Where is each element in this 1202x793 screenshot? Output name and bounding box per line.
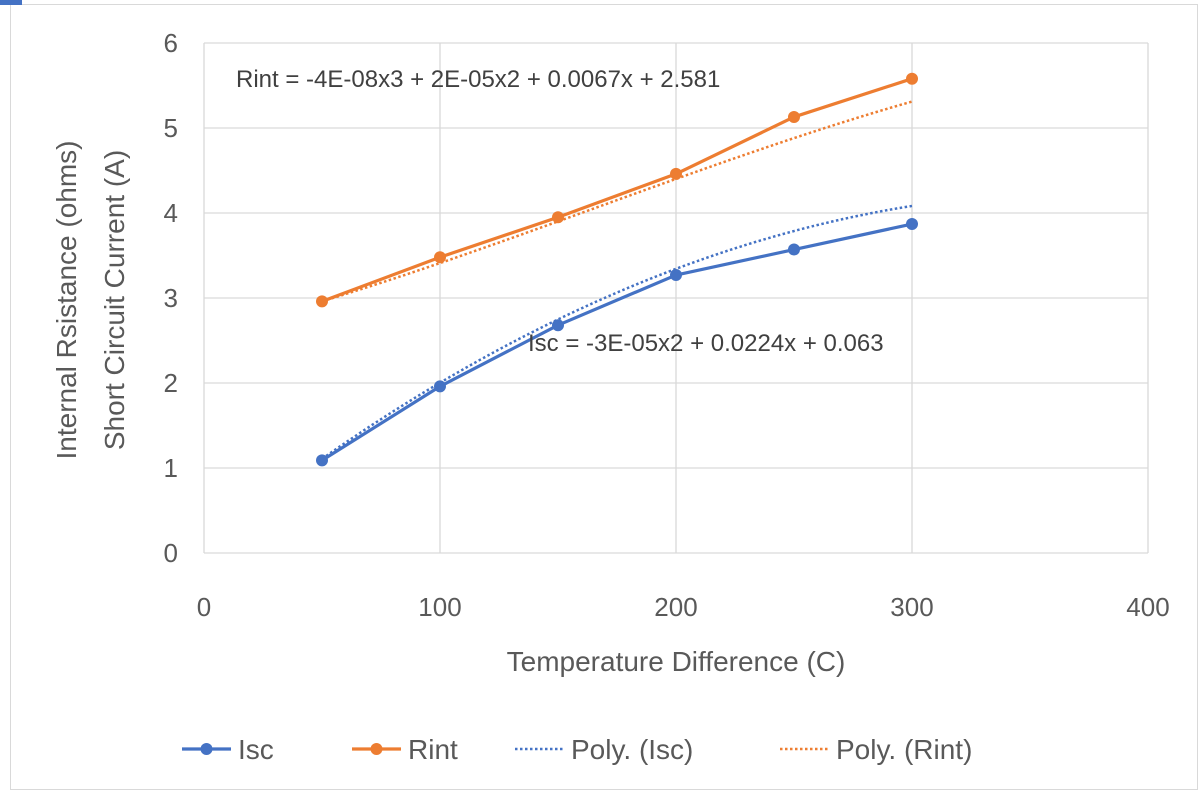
isc-data-point [434, 380, 446, 393]
rint-data-point [788, 110, 800, 123]
legend-isc-label: Isc [238, 734, 274, 765]
legend: Isc Rint Poly. (Isc) Poly. (Rint) [182, 734, 972, 765]
x-axis-title: Temperature Difference (C) [507, 646, 846, 677]
rint-data-point [316, 295, 328, 308]
isc-trend-equation: Isc = -3E-05x2 + 0.0224x + 0.063 [528, 330, 884, 357]
y-tick-label: 0 [164, 538, 178, 568]
rint-data-point [906, 72, 918, 85]
chart-area [10, 4, 1198, 790]
gridlines [203, 42, 1149, 554]
series-lines [316, 72, 918, 467]
x-tick-label: 400 [1126, 592, 1169, 622]
isc-data-point [552, 319, 564, 332]
legend-rint-marker [370, 743, 383, 755]
trendline-isc [321, 204, 913, 460]
selection-handle [0, 0, 22, 5]
y-axis-title-line2: Short Circuit Current (A) [99, 150, 130, 450]
x-tick-label: 200 [654, 592, 697, 622]
tick-labels: 0 1 2 3 4 5 6 0 100 200 300 400 [164, 28, 1170, 622]
trendline-rint [321, 100, 913, 303]
x-tick-label: 0 [197, 592, 211, 622]
rint-trend-equation: Rint = -4E-08x3 + 2E-05x2 + 0.0067x + 2.… [236, 66, 720, 93]
isc-data-point [670, 269, 682, 282]
y-tick-label: 5 [164, 113, 178, 143]
x-tick-label: 300 [890, 592, 933, 622]
rint-data-point [434, 251, 446, 264]
isc-data-point [788, 243, 800, 256]
x-tick-label: 100 [418, 592, 461, 622]
y-tick-label: 3 [164, 283, 178, 313]
y-axis-title-line1: Internal Rsistance (ohms) [51, 140, 82, 459]
rint-series-line [321, 77, 913, 303]
y-tick-label: 6 [164, 28, 178, 58]
y-tick-label: 4 [164, 198, 178, 228]
y-tick-label: 2 [164, 368, 178, 398]
legend-poly-rint-label: Poly. (Rint) [836, 734, 972, 765]
rint-data-point [670, 167, 682, 180]
rint-data-point [552, 211, 564, 224]
legend-poly-isc-label: Poly. (Isc) [571, 734, 693, 765]
isc-data-point [316, 454, 328, 467]
isc-data-point [906, 218, 918, 231]
legend-rint-label: Rint [408, 734, 458, 765]
isc-series-line [321, 222, 913, 462]
y-tick-label: 1 [164, 453, 178, 483]
trendlines [321, 100, 913, 460]
legend-isc-marker [200, 743, 213, 755]
